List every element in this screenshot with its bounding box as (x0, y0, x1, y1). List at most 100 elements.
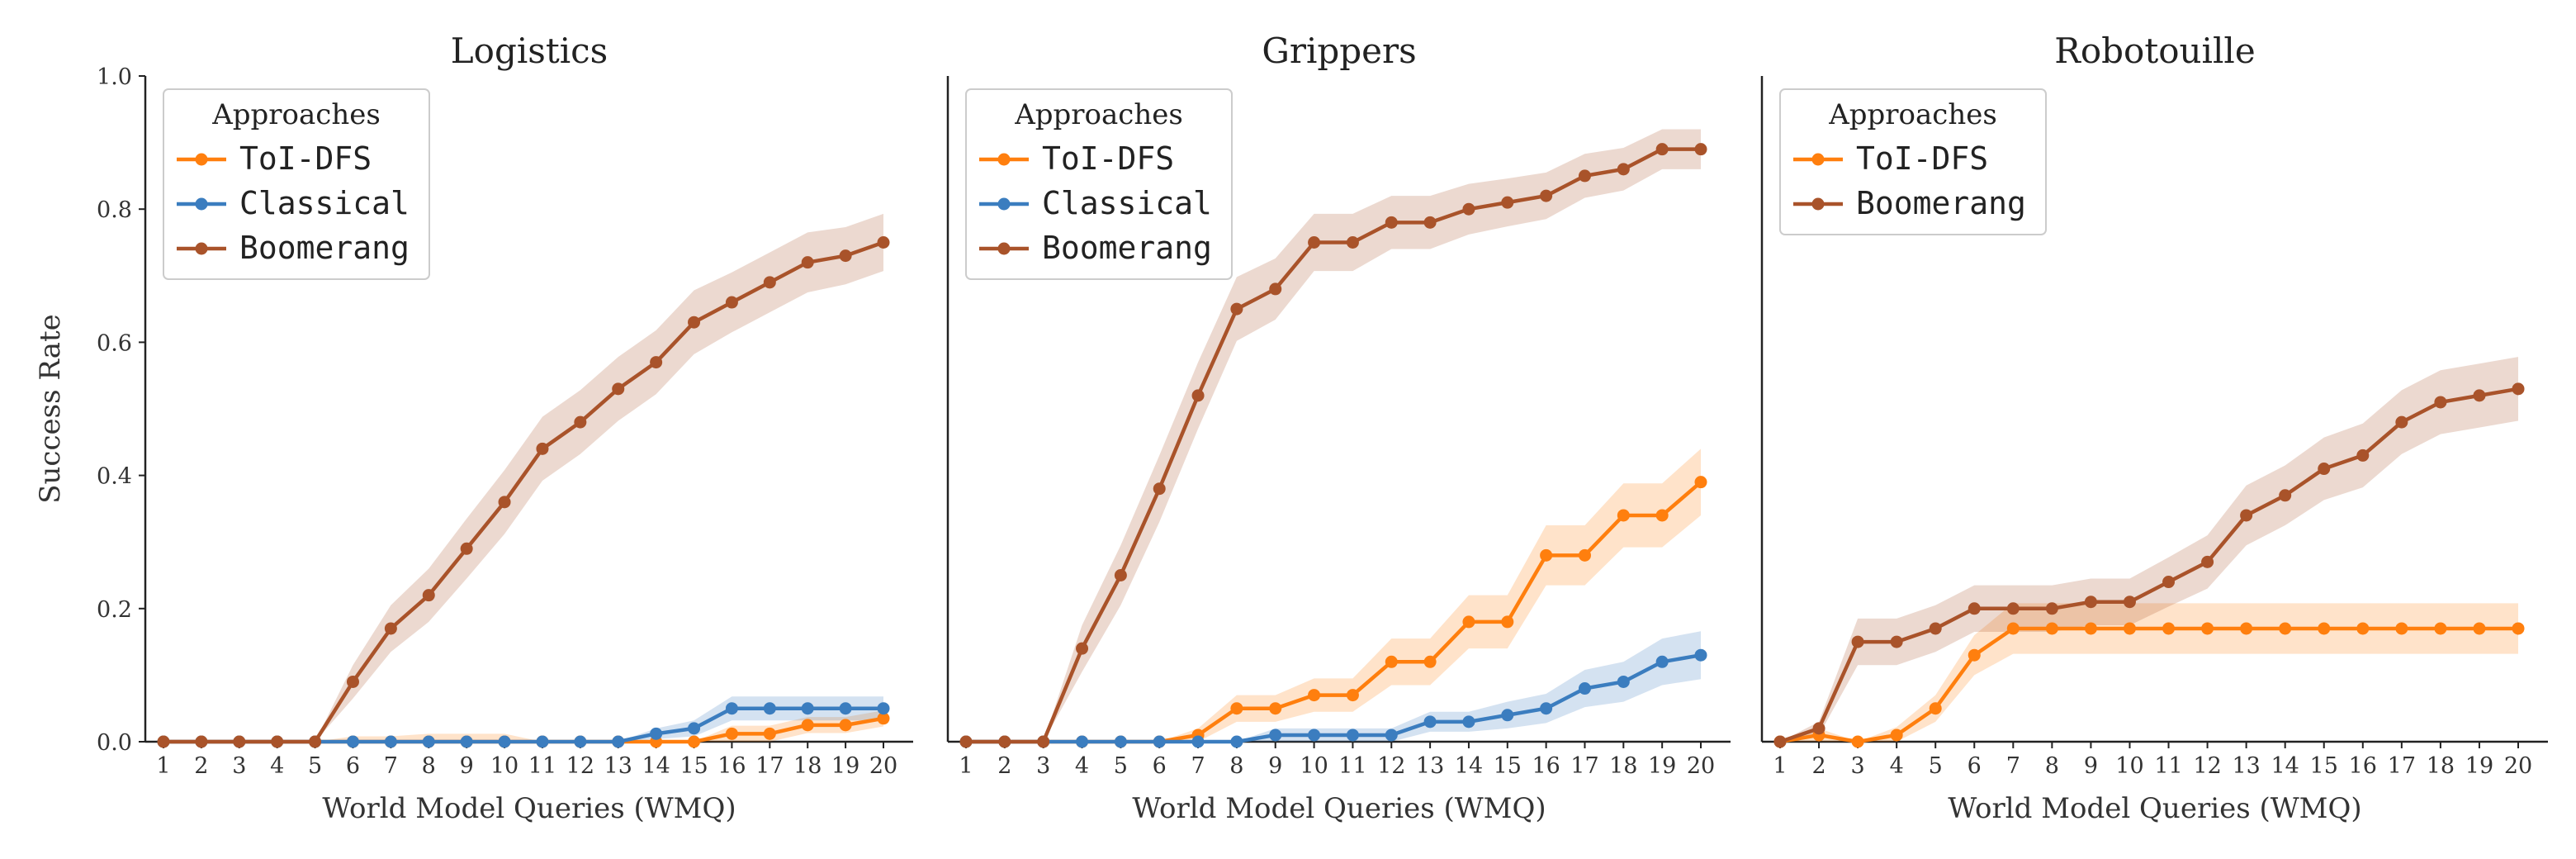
legend-label: ToI-DFS (239, 140, 372, 177)
data-point-boomerang (422, 589, 435, 602)
data-point-boomerang (498, 496, 511, 509)
data-point-toi-dfs (2084, 622, 2097, 635)
x-tick-label: 16 (1532, 753, 1560, 779)
x-tick-label: 17 (1570, 753, 1598, 779)
data-point-boomerang (1114, 569, 1127, 581)
x-tick-label: 19 (831, 753, 859, 779)
x-tick-label: 1 (156, 753, 170, 779)
x-tick-label: 12 (566, 753, 594, 779)
legend-swatch-marker (997, 242, 1011, 255)
x-tick-label: 2 (1811, 753, 1825, 779)
x-tick-label: 14 (2271, 753, 2299, 779)
legend-box (965, 88, 1233, 280)
data-point-toi-dfs (2473, 622, 2486, 635)
data-point-boomerang (1153, 482, 1166, 496)
data-point-boomerang (839, 249, 852, 263)
data-point-boomerang (1540, 189, 1553, 202)
data-point-toi-dfs (2123, 622, 2136, 635)
data-point-boomerang (1501, 196, 1514, 209)
legend-label: Boomerang (239, 230, 410, 266)
data-point-toi-dfs (2162, 622, 2176, 635)
data-point-classical (1694, 648, 1707, 662)
data-point-boomerang (1968, 602, 1981, 615)
data-point-boomerang (763, 276, 776, 289)
data-point-classical (725, 702, 738, 715)
data-point-toi-dfs (2318, 622, 2331, 635)
data-point-toi-dfs (1423, 655, 1437, 668)
band-boomerang (1780, 357, 2518, 742)
x-tick-label: 18 (793, 753, 822, 779)
data-point-toi-dfs (2279, 622, 2292, 635)
series-line-boomerang (1779, 387, 2519, 744)
data-point-boomerang (1076, 642, 1089, 655)
data-point-boomerang (877, 236, 890, 249)
data-point-toi-dfs (2434, 622, 2447, 635)
legend-swatch-marker (997, 153, 1011, 166)
x-tick-label: 12 (2193, 753, 2221, 779)
data-point-toi-dfs (1230, 702, 1243, 715)
data-point-boomerang (2318, 463, 2331, 476)
data-point-boomerang (1851, 635, 1864, 648)
x-tick-label: 13 (1416, 753, 1444, 779)
data-point-toi-dfs (725, 727, 738, 740)
x-tick-label: 11 (1338, 753, 1366, 779)
panel-title: Robotouille (2054, 31, 2255, 71)
x-tick-label: 15 (680, 753, 708, 779)
x-tick-label: 17 (2388, 753, 2416, 779)
x-tick-label: 4 (1075, 753, 1089, 779)
data-point-boomerang (2395, 415, 2408, 429)
x-tick-label: 16 (2349, 753, 2377, 779)
data-point-boomerang (2512, 382, 2525, 396)
data-point-toi-dfs (2240, 622, 2253, 635)
data-point-toi-dfs (877, 712, 890, 725)
x-tick-label: 13 (604, 753, 632, 779)
data-point-boomerang (460, 542, 473, 555)
data-point-boomerang (2123, 596, 2136, 609)
data-point-classical (574, 735, 587, 748)
data-point-classical (763, 702, 776, 715)
data-point-boomerang (1655, 143, 1669, 156)
data-point-boomerang (2006, 602, 2020, 615)
x-tick-label: 9 (2084, 753, 2098, 779)
legend-swatch-marker (195, 242, 208, 255)
data-point-toi-dfs (1346, 689, 1359, 702)
x-tick-label: 8 (1229, 753, 1243, 779)
y-axis-label: Success Rate (34, 314, 67, 504)
x-tick-label: 6 (1968, 753, 1982, 779)
x-tick-label: 16 (717, 753, 746, 779)
data-point-classical (1540, 702, 1553, 715)
data-point-boomerang (157, 735, 170, 748)
data-point-toi-dfs (1308, 689, 1321, 702)
data-point-toi-dfs (1694, 476, 1707, 489)
data-point-boomerang (1346, 236, 1359, 249)
data-point-classical (1501, 709, 1514, 722)
y-tick-label: 0.2 (97, 597, 132, 623)
data-point-classical (1191, 735, 1205, 748)
data-point-classical (1308, 728, 1321, 742)
data-point-boomerang (1230, 302, 1243, 316)
data-point-toi-dfs (1968, 648, 1981, 662)
x-tick-label: 18 (1609, 753, 1637, 779)
panel-title: Grippers (1262, 31, 1416, 71)
data-point-boomerang (1462, 202, 1475, 216)
x-tick-label: 7 (384, 753, 398, 779)
y-tick-label: 1.0 (97, 64, 132, 90)
data-point-toi-dfs (1462, 615, 1475, 629)
legend-label: Classical (239, 185, 410, 221)
band-classical (163, 696, 883, 742)
data-point-toi-dfs (839, 719, 852, 732)
x-tick-label: 2 (997, 753, 1011, 779)
x-tick-label: 5 (1929, 753, 1943, 779)
data-point-boomerang (2162, 576, 2176, 589)
x-tick-label: 11 (528, 753, 556, 779)
x-tick-label: 6 (1153, 753, 1167, 779)
legend-title: Approaches (1828, 98, 1997, 131)
x-tick-label: 10 (1300, 753, 1328, 779)
data-point-toi-dfs (763, 727, 776, 740)
legend-label: Classical (1042, 185, 1212, 221)
x-tick-label: 2 (194, 753, 208, 779)
x-tick-label: 9 (460, 753, 474, 779)
data-point-toi-dfs (1851, 735, 1864, 748)
data-point-toi-dfs (1578, 548, 1591, 562)
